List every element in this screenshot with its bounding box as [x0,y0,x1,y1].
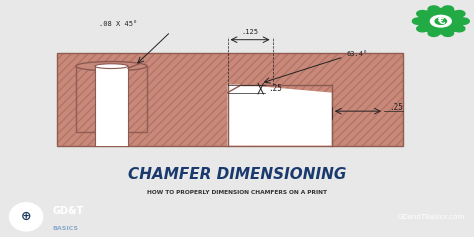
Text: .125: .125 [241,29,258,35]
Ellipse shape [76,62,147,71]
Circle shape [417,25,428,32]
Circle shape [435,18,447,24]
Bar [95,66,128,146]
Bar [76,66,147,132]
Polygon shape [228,85,332,146]
Text: .25: .25 [268,84,282,93]
Text: GDandTBasics.com: GDandTBasics.com [397,214,465,220]
Text: .25: .25 [389,103,402,112]
Text: GD&T: GD&T [52,206,83,216]
Text: 63.4°: 63.4° [346,50,367,57]
Text: HOW TO PROPERLY DIMENSION CHAMFERS ON A PRINT: HOW TO PROPERLY DIMENSION CHAMFERS ON A … [147,190,327,195]
Circle shape [412,18,424,24]
Bar [76,66,147,132]
Circle shape [454,25,465,32]
Text: €: € [437,16,445,26]
Circle shape [428,30,439,36]
Text: .08 X 45°: .08 X 45° [100,22,137,27]
Circle shape [418,9,464,34]
Circle shape [417,10,428,17]
Polygon shape [57,53,403,146]
Circle shape [458,18,469,24]
Circle shape [9,203,43,231]
Circle shape [428,6,439,12]
Circle shape [454,10,465,17]
Text: BASICS: BASICS [52,226,78,231]
Circle shape [442,30,454,36]
Circle shape [442,6,454,12]
Text: ⊕: ⊕ [21,210,31,223]
Text: CHAMFER DIMENSIONING: CHAMFER DIMENSIONING [128,167,346,182]
Ellipse shape [95,64,128,68]
Circle shape [430,15,451,27]
